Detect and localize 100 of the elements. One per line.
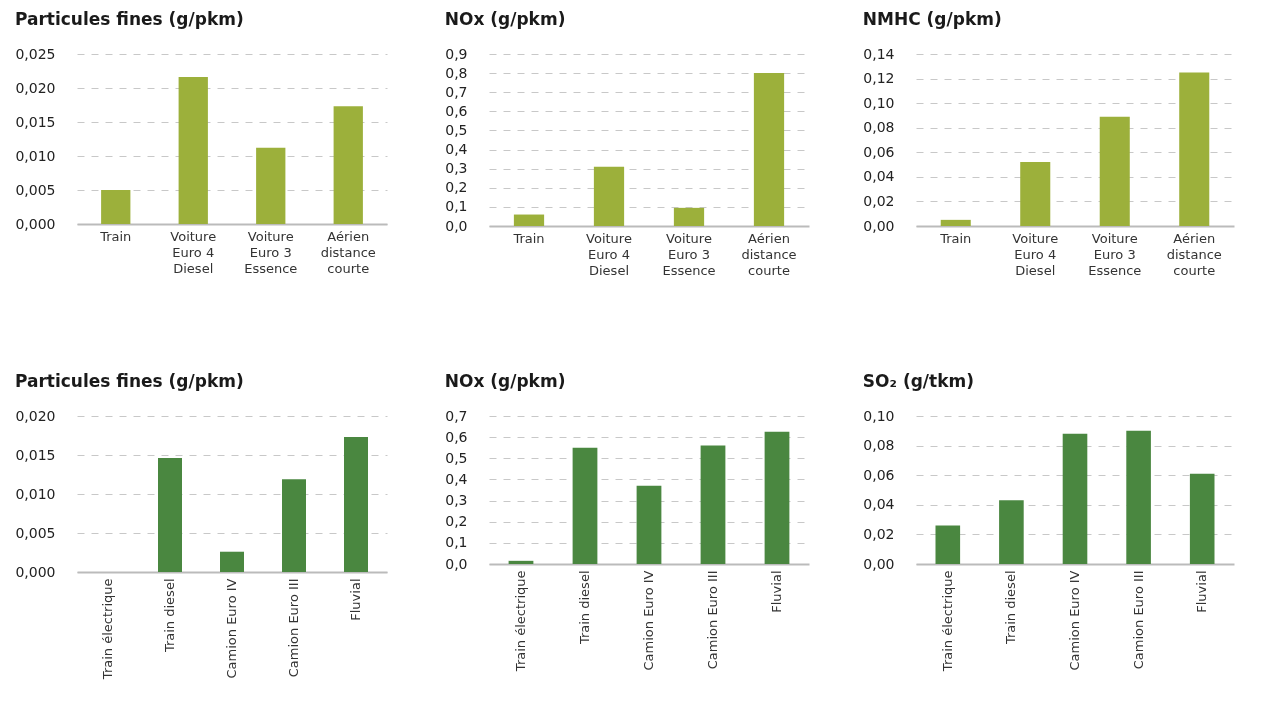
y-tick-label: 0,3: [445, 160, 468, 177]
y-tick-label: 0,4: [445, 141, 468, 158]
y-tick-label: 0,12: [863, 70, 895, 87]
y-tick-label: 0,7: [445, 407, 468, 424]
y-tick-label: 0,015: [15, 446, 56, 463]
chart-title: NOx (g/pkm): [444, 9, 566, 29]
bar: [1062, 433, 1088, 564]
y-tick-label: 0,04: [863, 496, 895, 513]
y-tick-label: 0,7: [445, 83, 468, 100]
bar: [999, 500, 1024, 564]
y-tick-label: 0,10: [863, 94, 895, 111]
y-tick-label: 0,1: [445, 534, 468, 551]
y-tick-label: 0,02: [863, 525, 895, 542]
x-tick-label: Camion Euro IV: [1067, 570, 1082, 671]
bar: [1126, 430, 1151, 564]
bar: [572, 447, 598, 564]
x-tick-label: Voiture Euro 4 Diesel: [586, 230, 632, 278]
chart-title: NMHC (g/pkm): [862, 9, 1002, 29]
y-tick-label: 0,005: [15, 524, 56, 541]
bar: [1020, 162, 1051, 226]
x-tick-label: Voiture Euro 4 Diesel: [170, 228, 217, 276]
y-tick-label: 0,2: [445, 179, 468, 196]
y-tick-label: 0,08: [863, 119, 895, 136]
x-tick-label: Fluvial: [769, 570, 784, 613]
y-tick-label: 0,3: [445, 492, 468, 509]
y-tick-label: 0,06: [863, 143, 895, 160]
x-tick-label: Train diesel: [577, 570, 592, 646]
y-tick-label: 0,005: [15, 181, 56, 198]
x-tick-label: Voiture Euro 3 Essence: [662, 230, 716, 278]
x-tick-label: Camion Euro III: [1130, 570, 1146, 670]
y-tick-label: 0,08: [863, 437, 895, 454]
chart-title: Particules fines (g/pkm): [14, 371, 244, 391]
bar: [513, 214, 545, 226]
bar: [636, 485, 662, 564]
y-tick-label: 0,6: [445, 102, 468, 119]
bar: [935, 525, 961, 564]
bar: [282, 479, 306, 572]
y-tick-label: 0,025: [15, 45, 56, 62]
bar: [700, 445, 726, 564]
x-tick-label: Camion Euro IV: [224, 578, 239, 679]
y-tick-label: 0,00: [863, 555, 895, 572]
y-tick-label: 0,015: [15, 113, 56, 130]
x-tick-label: Voiture Euro 3 Essence: [244, 228, 298, 276]
x-tick-label: Aérien distance courte: [1166, 230, 1222, 278]
bar: [764, 431, 790, 564]
bar: [753, 73, 785, 226]
bar: [673, 207, 705, 226]
y-tick-label: 0,6: [445, 428, 468, 445]
x-tick-label: Voiture Euro 3 Essence: [1088, 230, 1142, 278]
x-tick-label: Train: [512, 230, 545, 246]
x-tick-label: Train électrique: [513, 570, 528, 673]
x-tick-label: Fluvial: [1194, 570, 1210, 613]
y-tick-label: 0,2: [445, 513, 468, 530]
chart-title: Particules fines (g/pkm): [14, 9, 244, 29]
chart-title: NOx (g/pkm): [444, 371, 566, 391]
y-tick-label: 0,04: [863, 168, 895, 185]
bar: [344, 437, 368, 572]
bar: [178, 77, 208, 224]
bar: [1189, 473, 1215, 564]
x-tick-label: Aérien distance courte: [741, 230, 797, 278]
y-tick-label: 0,06: [863, 466, 895, 483]
x-tick-label: Camion Euro III: [286, 578, 301, 678]
x-tick-label: Fluvial: [348, 578, 363, 621]
x-tick-label: Voiture Euro 4 Diesel: [1012, 230, 1059, 278]
y-tick-label: 0,5: [445, 449, 468, 466]
bar: [940, 219, 971, 226]
bar: [1179, 72, 1210, 226]
y-tick-label: 0,14: [863, 45, 895, 62]
x-tick-label: Camion Euro IV: [641, 570, 656, 671]
x-tick-label: Train diesel: [1003, 570, 1019, 646]
y-tick-label: 0,020: [15, 407, 56, 424]
y-tick-label: 0,0: [445, 217, 468, 234]
y-tick-label: 0,8: [445, 64, 468, 81]
y-tick-label: 0,010: [15, 147, 56, 164]
x-tick-label: Train électrique: [939, 570, 955, 673]
bar: [593, 166, 625, 226]
x-tick-label: Train: [939, 230, 972, 246]
y-tick-label: 0,0: [445, 555, 468, 572]
y-tick-label: 0,10: [863, 407, 895, 424]
y-tick-label: 0,5: [445, 121, 468, 138]
bar: [158, 458, 182, 572]
y-tick-label: 0,00: [863, 217, 895, 234]
y-tick-label: 0,000: [15, 215, 56, 232]
y-tick-label: 0,9: [445, 45, 468, 62]
y-tick-label: 0,1: [445, 198, 468, 215]
y-tick-label: 0,010: [15, 485, 56, 502]
bar: [256, 147, 286, 224]
x-tick-label: Train électrique: [100, 578, 115, 681]
y-tick-label: 0,000: [15, 563, 56, 580]
bar: [508, 560, 534, 564]
y-tick-label: 0,02: [863, 192, 895, 209]
y-tick-label: 0,020: [15, 79, 56, 96]
bar: [101, 190, 131, 224]
x-tick-label: Camion Euro III: [705, 570, 720, 670]
y-tick-label: 0,4: [445, 470, 468, 487]
x-tick-label: Aérien distance courte: [320, 228, 376, 276]
bar: [220, 551, 244, 572]
chart-title: SO₂ (g/tkm): [862, 371, 974, 391]
x-tick-label: Train: [99, 228, 132, 244]
bar: [333, 106, 363, 224]
